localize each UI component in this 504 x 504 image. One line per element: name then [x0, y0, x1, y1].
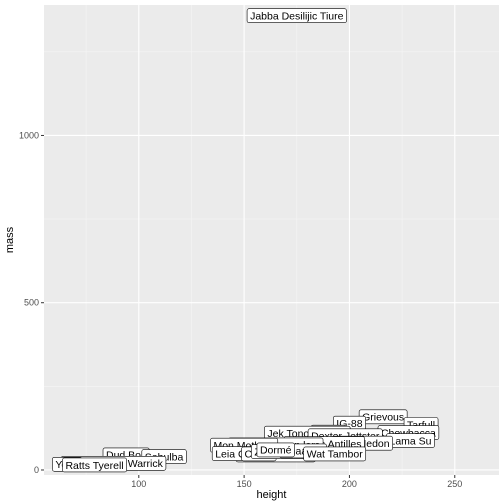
- point-label: Grievous: [358, 409, 408, 425]
- point-label-text: Lama Su: [390, 435, 432, 447]
- point-label: Wat Tambor: [303, 446, 367, 462]
- point-label-box: [256, 442, 295, 458]
- y-axis-title: mass: [4, 226, 16, 253]
- point-label-box: [303, 446, 367, 462]
- x-axis-ticks: 100 150 200 250: [131, 475, 462, 489]
- x-tick-label: 100: [131, 479, 146, 489]
- minor-gridlines: [44, 5, 499, 475]
- point-label-text: Ratts Tyerell: [65, 460, 123, 472]
- point-label-box: [246, 8, 347, 24]
- point-label-text: Dormé: [260, 445, 292, 457]
- point-label-text: Jabba Desilijic Tiure: [250, 11, 344, 23]
- point-label: Ratts Tyerell: [62, 457, 127, 473]
- point-label: Lama Su: [386, 433, 435, 448]
- point-labels: Jabba Desilijic TiureGrievousTarfullIG-8…: [52, 8, 440, 473]
- y-tick-label: 1000: [19, 130, 39, 140]
- point-label-box: [62, 457, 127, 473]
- x-tick-label: 150: [237, 479, 252, 489]
- point-label-text: Wat Tambor: [307, 449, 364, 461]
- plot-panel: [44, 5, 499, 475]
- y-axis-ticks: 0 500 1000: [19, 130, 44, 475]
- y-tick-label: 0: [34, 465, 39, 475]
- x-axis-title: height: [257, 489, 287, 501]
- x-tick-label: 200: [342, 479, 357, 489]
- y-tick-label: 500: [24, 298, 39, 308]
- point-label-text: Grievous: [362, 412, 404, 424]
- point-label: Dormé: [256, 442, 295, 458]
- point-label: Jabba Desilijic Tiure: [246, 8, 347, 24]
- x-tick-label: 250: [447, 479, 462, 489]
